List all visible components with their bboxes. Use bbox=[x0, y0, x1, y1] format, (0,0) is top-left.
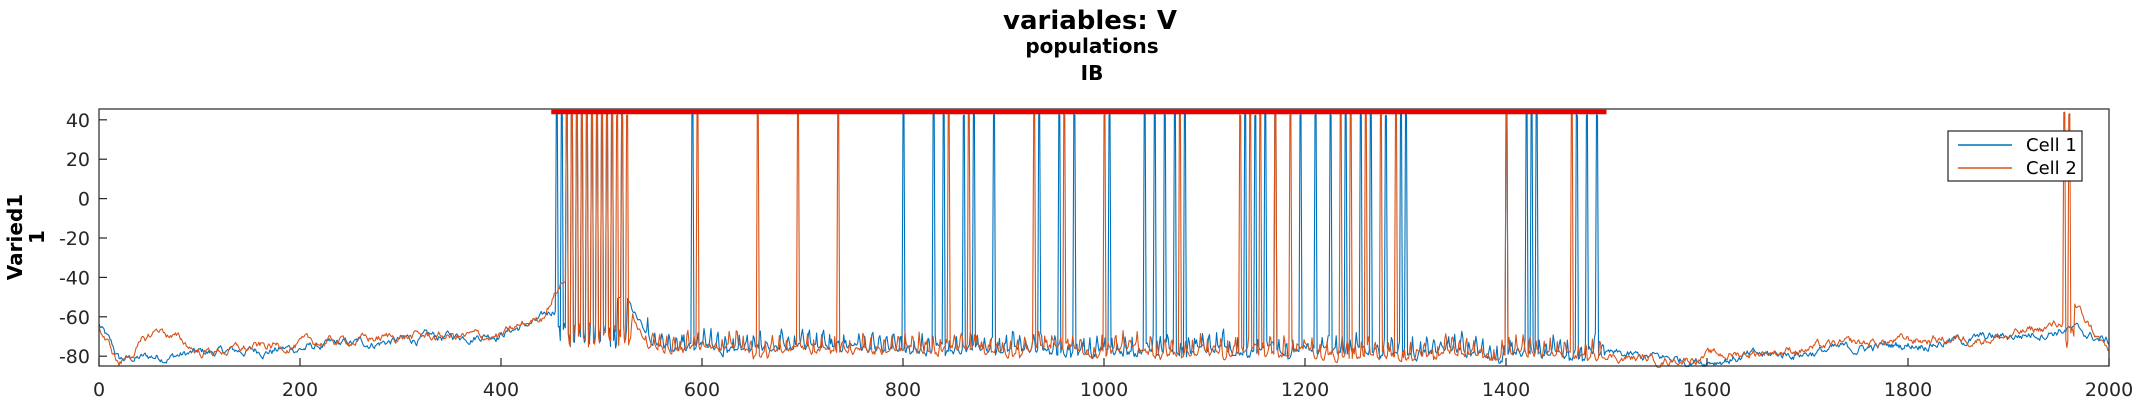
chart-subtitle-populations: populations bbox=[1025, 34, 1158, 58]
legend-label-cell-2: Cell 2 bbox=[2026, 158, 2077, 179]
y-tick-label: -20 bbox=[59, 228, 90, 250]
series-line-2 bbox=[99, 111, 2109, 368]
x-tick-label: 2000 bbox=[2085, 379, 2133, 400]
y-axis-label-line-2: 1 bbox=[25, 230, 49, 244]
legend-label-cell-1: Cell 1 bbox=[2026, 135, 2077, 156]
x-tick-label: 1800 bbox=[1884, 379, 1932, 400]
y-tick-label: 0 bbox=[78, 189, 90, 211]
x-tick-label: 800 bbox=[885, 379, 921, 400]
x-tick-label: 1600 bbox=[1683, 379, 1731, 400]
y-tick-label: -80 bbox=[59, 346, 90, 368]
chart-subtitle-ib: IB bbox=[1081, 61, 1104, 85]
legend-box bbox=[1947, 130, 2083, 182]
x-tick-label: 1400 bbox=[1482, 379, 1530, 400]
series-layer bbox=[99, 111, 2109, 368]
y-axis: -80 -60 -40 -20 0 20 40 bbox=[59, 110, 107, 368]
chart-title: variables: V bbox=[1003, 6, 1177, 36]
y-tick-label: 20 bbox=[66, 149, 90, 171]
x-tick-label: 1000 bbox=[1080, 379, 1128, 400]
x-tick-label: 200 bbox=[282, 379, 318, 400]
legend[interactable]: Cell 1 Cell 2 bbox=[1947, 130, 2083, 182]
y-axis-label: Varied1 1 bbox=[3, 194, 49, 280]
y-tick-label: -40 bbox=[59, 267, 90, 289]
y-tick-label: 40 bbox=[66, 110, 90, 132]
x-tick-label: 600 bbox=[684, 379, 720, 400]
x-tick-label: 1200 bbox=[1281, 379, 1329, 400]
x-tick-label: 0 bbox=[93, 379, 105, 400]
y-axis-label-line-1: Varied1 bbox=[3, 194, 27, 280]
y-tick-label: -60 bbox=[59, 307, 90, 329]
x-axis: 0 200 400 600 800 1000 1200 1400 1600 1800 2000 bbox=[93, 358, 2133, 400]
x-tick-label: 400 bbox=[483, 379, 519, 400]
